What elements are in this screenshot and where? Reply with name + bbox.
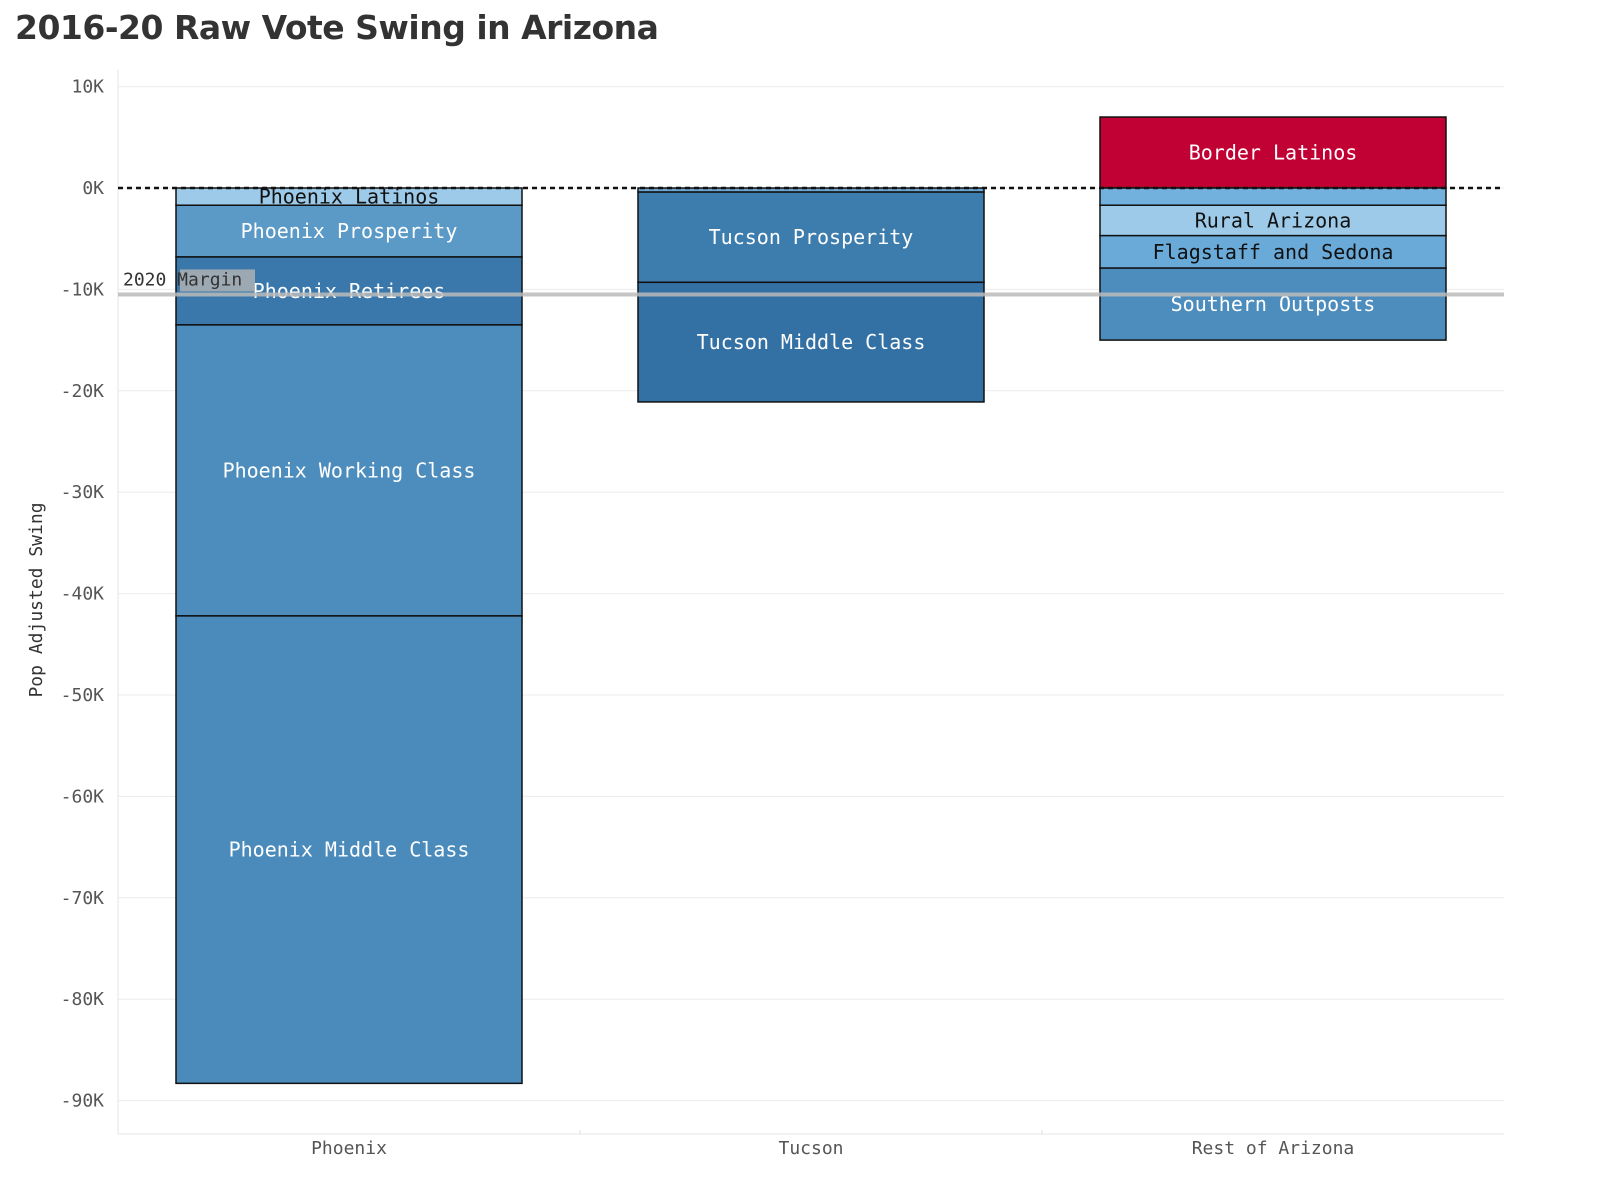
x-tick-label: Phoenix	[311, 1138, 387, 1159]
bar-segment	[1099, 187, 1447, 206]
y-tick-label: -20K	[61, 381, 105, 402]
x-tick-label: Rest of Arizona	[1192, 1138, 1355, 1159]
bar-segment-label: Border Latinos	[1189, 141, 1358, 165]
bar-segment-label: Flagstaff and Sedona	[1153, 240, 1394, 264]
x-tick-label: Tucson	[778, 1138, 843, 1159]
bar-segment-label: Tucson Prosperity	[709, 225, 914, 249]
y-tick-label: -70K	[61, 888, 105, 909]
bar-segment	[175, 615, 523, 1085]
y-tick-label: -40K	[61, 584, 105, 605]
bar-segment-label: Phoenix Retirees	[253, 279, 446, 303]
bar-segment	[637, 191, 985, 284]
reference-lines: 2020 Margin	[118, 186, 1504, 297]
y-tick-label: -10K	[61, 279, 105, 300]
y-tick-label: 0K	[82, 178, 104, 199]
margin-reference-label: 2020 Margin	[123, 269, 242, 290]
bar-segment	[1099, 204, 1447, 237]
y-tick-label: -80K	[61, 989, 105, 1010]
bar-segment	[637, 281, 985, 403]
bar-segment	[175, 324, 523, 617]
bar-segment-label: Rural Arizona	[1195, 208, 1352, 232]
bar-segment-label: Phoenix Prosperity	[241, 219, 458, 243]
y-tick-label: -50K	[61, 685, 105, 706]
bar-segment	[1099, 267, 1447, 341]
y-axis-title: Pop Adjusted Swing	[26, 502, 47, 697]
bar-segment-label: Phoenix Working Class	[223, 458, 476, 482]
bar-segment	[1099, 234, 1447, 269]
y-tick-label: -30K	[61, 482, 105, 503]
bar-segment	[175, 204, 523, 258]
bar-segment	[1099, 116, 1447, 189]
bar-segment-label: Tucson Middle Class	[697, 330, 926, 354]
x-axis: Phoenix Tucson Rest of Arizona	[118, 1130, 1504, 1159]
bar-segment-label: Phoenix Middle Class	[229, 838, 470, 862]
y-axis: 10K 0K -10K -20K -30K -40K -50K -60K -70K -80K -90…	[61, 70, 119, 1134]
y-tick-label: 10K	[71, 77, 104, 98]
y-tick-label: -60K	[61, 786, 105, 807]
chart-title: 2016-20 Raw Vote Swing in Arizona	[15, 8, 659, 47]
margin-label-background	[180, 269, 255, 292]
y-tick-label: -90K	[61, 1091, 105, 1112]
